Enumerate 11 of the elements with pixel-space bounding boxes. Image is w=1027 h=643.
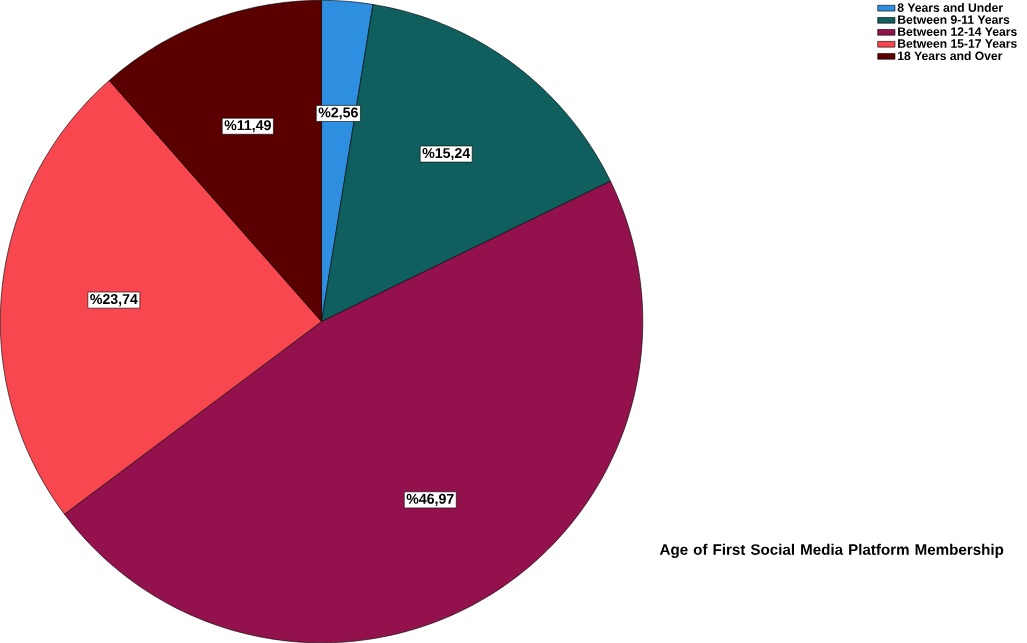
data-label: %2,56 [318,107,358,120]
data-label: %15,24 [422,147,471,161]
data-label: %46,97 [406,493,454,506]
legend-label: Between 9-11 Years [898,15,1010,24]
data-label: %11,49 [224,120,271,133]
text: Age of First Social Media Platform Membership [659,543,1004,558]
legend-label: 8 Years and Under [897,2,1003,12]
legend-label: Between 12-14 Years [898,27,1017,36]
data-label: %23,74 [90,293,138,307]
legend-label: 18 Years and Over [898,51,1003,61]
legend-label: Between 15-17 Years [898,39,1017,48]
